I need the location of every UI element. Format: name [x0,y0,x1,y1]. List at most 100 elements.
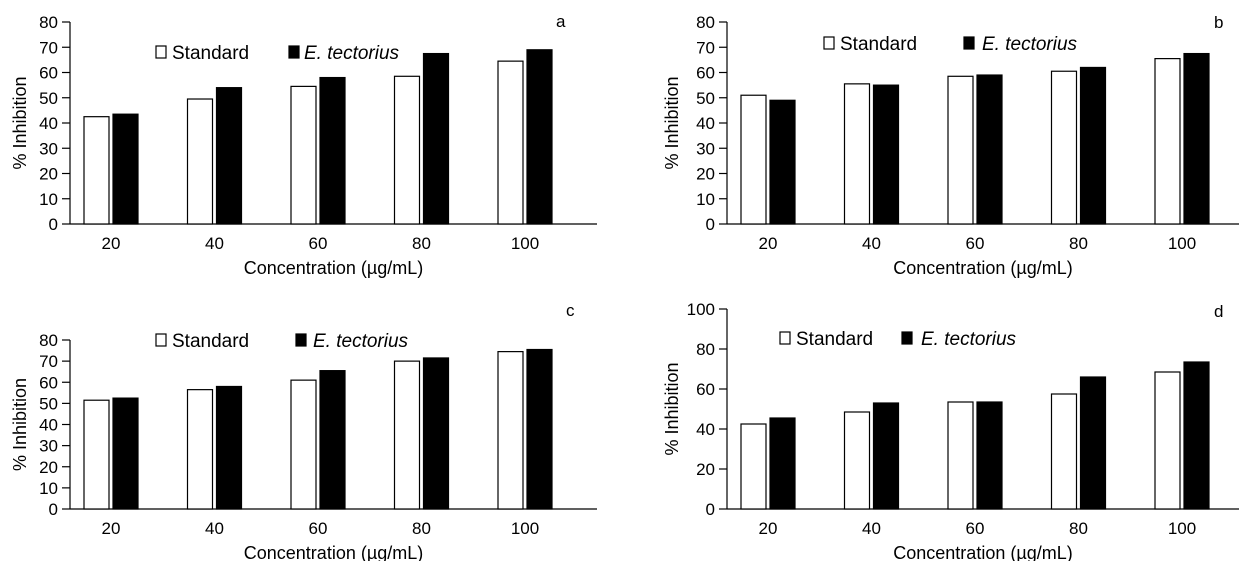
bar-e-tectorius-80 [422,52,450,225]
y-tick-label: 40 [39,114,58,133]
x-tick-label: 100 [1168,234,1196,253]
bar-e-tectorius-60 [976,74,1003,225]
bar-standard-80 [1050,70,1078,225]
y-tick-label: 60 [39,64,58,83]
x-tick-label: 60 [309,234,328,253]
bar-standard-20 [740,94,767,225]
x-tick-label: 80 [1069,519,1088,538]
y-tick-label: 30 [696,139,715,158]
legend: Standard E. tectorius [155,331,409,352]
y-tick-label: 50 [39,89,58,108]
legend-swatch-e-tectorius [901,331,913,345]
x-tick-label: 80 [412,234,431,253]
legend-swatch-standard [155,333,167,347]
x-tick-label: 60 [966,519,985,538]
y-tick-label: 70 [39,38,58,57]
x-tick-label: 20 [102,234,121,253]
y-tick-label: 20 [696,165,715,184]
bar-standard-80 [393,75,421,225]
bar-e-tectorius-100 [526,49,553,225]
x-tick-label: 40 [205,234,224,253]
y-tick-label: 70 [696,38,715,57]
y-axis-title: % Inhibition [10,378,30,471]
bar-standard-60 [947,401,974,510]
panel-letter: c [566,301,575,320]
bar-e-tectorius-60 [319,370,346,510]
legend-swatch-standard [779,331,791,345]
y-tick-label: 80 [696,13,715,32]
bar-standard-100 [1154,58,1181,225]
x-tick-label: 20 [759,519,778,538]
y-tick-label: 80 [39,331,58,350]
y-tick-label: 40 [696,114,715,133]
y-tick-label: 60 [696,64,715,83]
bar-standard-80 [1050,393,1078,510]
bar-standard-40 [186,389,214,510]
y-tick-label: 50 [39,394,58,413]
legend-swatch-standard [155,45,167,59]
y-axis-title: % Inhibition [662,362,682,455]
x-axis-title: Concentration (µg/mL) [244,543,423,561]
y-tick-label: 0 [706,500,715,519]
bar-standard-60 [290,85,317,225]
x-tick-label: 40 [862,234,881,253]
legend-label-e-tectorius: E. tectorius [982,34,1078,55]
y-tick-label: 0 [49,500,58,519]
legend-label-e-tectorius: E. tectorius [313,331,409,352]
y-tick-label: 20 [39,458,58,477]
bar-standard-40 [843,83,871,225]
x-axis-title: Concentration (µg/mL) [244,258,423,278]
bar-e-tectorius-40 [872,402,900,510]
bar-standard-60 [947,75,974,225]
bar-e-tectorius-60 [319,76,346,225]
bar-e-tectorius-40 [215,385,243,510]
bar-standard-20 [83,116,110,225]
y-tick-label: 50 [696,89,715,108]
bar-e-tectorius-20 [112,397,139,510]
bar-standard-40 [843,411,871,510]
bar-standard-80 [393,360,421,510]
bar-e-tectorius-60 [976,401,1003,510]
bar-e-tectorius-80 [422,357,450,510]
y-tick-label: 80 [696,340,715,359]
legend-label-standard: Standard [796,329,873,350]
chart-panel-b: 0 10 20 30 40 50 60 70 80 20 40 60 80 100 Concentratio… [662,13,1239,278]
legend-label-standard: Standard [172,43,249,64]
bar-e-tectorius-100 [526,348,553,510]
legend: Standard E. tectorius [823,34,1078,55]
x-tick-label: 60 [309,519,328,538]
y-tick-label: 10 [696,190,715,209]
x-tick-label: 100 [1168,519,1196,538]
legend-swatch-standard [823,36,835,50]
y-tick-label: 0 [706,215,715,234]
legend-label-standard: Standard [172,331,249,352]
legend: Standard E. tectorius [779,329,1017,350]
bar-standard-100 [1154,371,1181,510]
bar-standard-100 [497,351,524,510]
y-tick-label: 40 [696,420,715,439]
panel-letter: d [1214,302,1223,321]
y-tick-label: 60 [696,380,715,399]
x-tick-label: 60 [966,234,985,253]
y-axis-title: % Inhibition [10,76,30,169]
y-tick-label: 20 [39,165,58,184]
bar-e-tectorius-100 [1183,361,1210,510]
bar-e-tectorius-40 [872,84,900,225]
x-tick-label: 100 [511,234,539,253]
y-tick-label: 30 [39,437,58,456]
legend-swatch-e-tectorius [963,36,975,50]
bar-standard-100 [497,60,524,225]
bar-standard-20 [83,399,110,510]
legend-swatch-e-tectorius [288,45,300,59]
y-tick-label: 40 [39,416,58,435]
y-tick-label: 0 [49,215,58,234]
bar-e-tectorius-80 [1079,376,1107,510]
y-axis-title: % Inhibition [662,76,682,169]
y-tick-label: 20 [696,460,715,479]
bar-e-tectorius-20 [769,417,796,510]
x-tick-label: 20 [102,519,121,538]
x-tick-label: 40 [205,519,224,538]
panel-letter: a [556,12,566,31]
legend-label-standard: Standard [840,34,917,55]
x-tick-label: 80 [412,519,431,538]
